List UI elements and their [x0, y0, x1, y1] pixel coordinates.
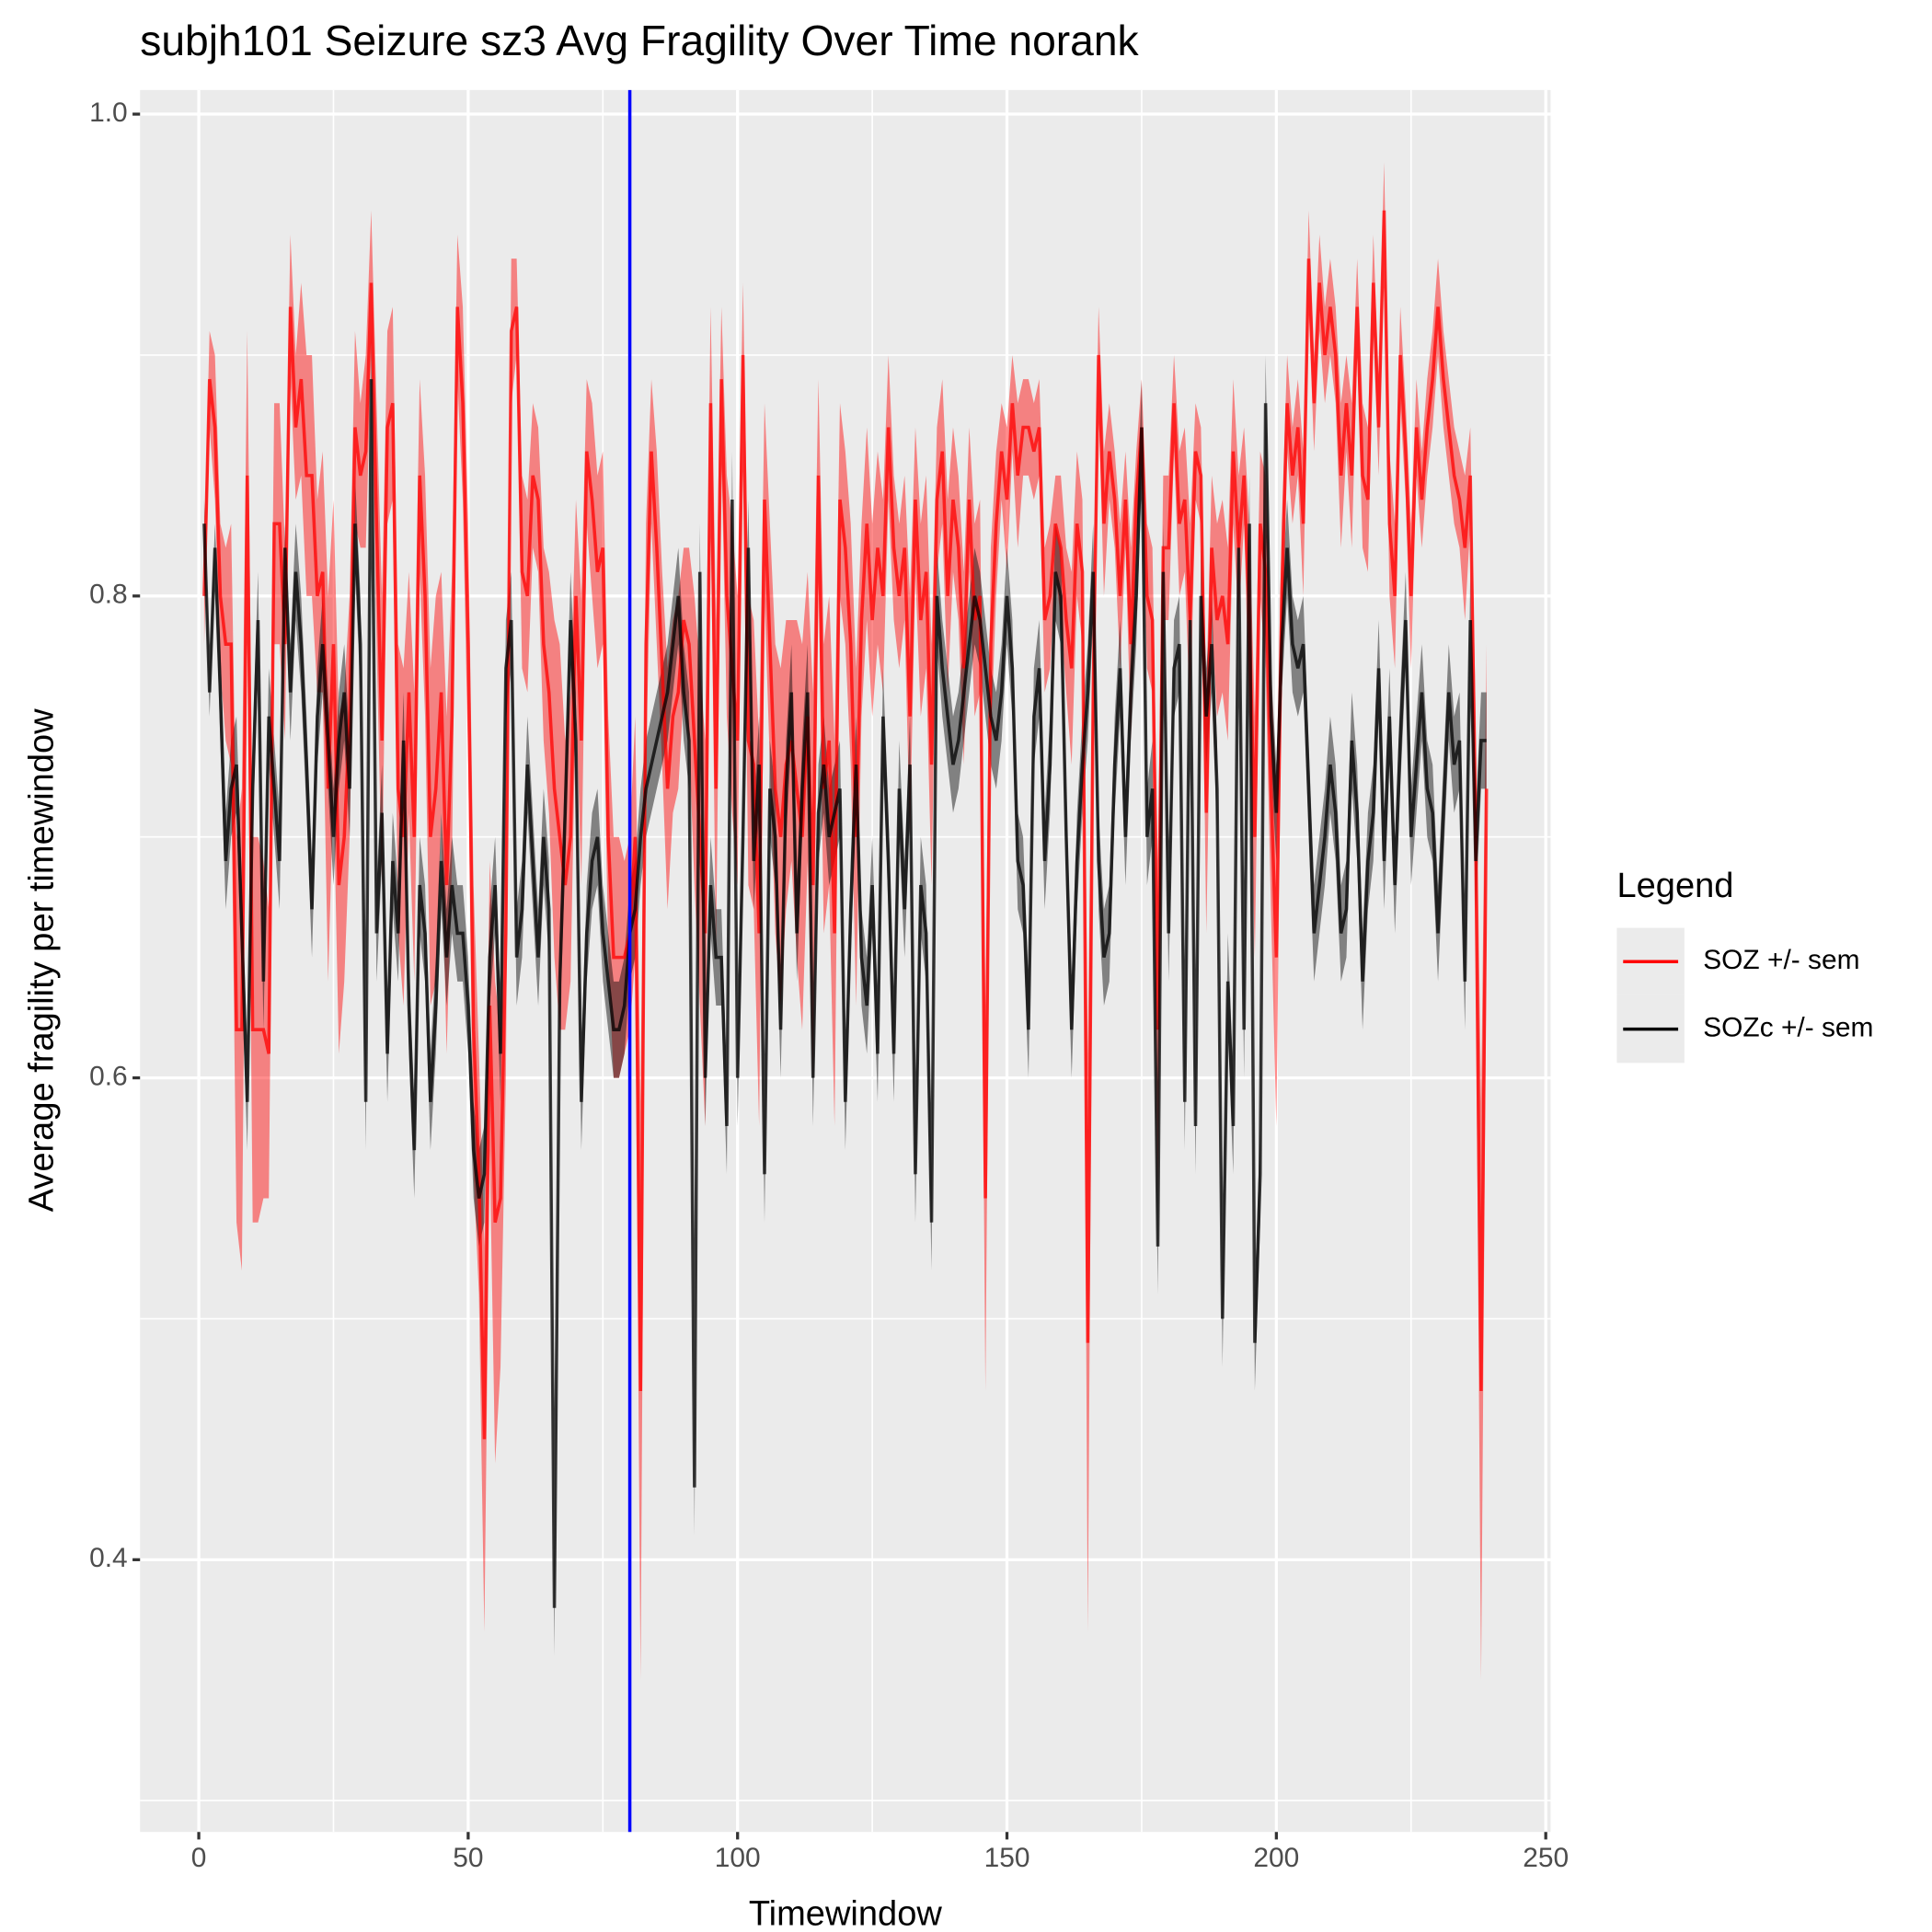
x-tick-label: 50 — [453, 1843, 483, 1873]
plot-panel — [140, 89, 1551, 1833]
legend-title: Legend — [1616, 867, 1733, 905]
x-tick-label: 200 — [1253, 1843, 1299, 1873]
y-tick-label: 0.8 — [89, 580, 128, 610]
y-tick-label: 1.0 — [89, 98, 128, 128]
legend-label: SOZ +/- sem — [1703, 945, 1859, 975]
sem-ribbon — [203, 162, 1487, 1681]
x-axis-label: Timewindow — [749, 1894, 943, 1932]
y-tick-label: 0.4 — [89, 1543, 128, 1573]
x-tick-label: 0 — [191, 1843, 207, 1873]
x-tick-label: 250 — [1523, 1843, 1569, 1873]
series-line — [202, 210, 1489, 1440]
sem-ribbon — [203, 330, 1487, 1657]
y-axis-label: Average fragility per timewindow — [23, 708, 62, 1213]
chart-title: subjh101 Seizure sz3 Avg Fragility Over … — [140, 17, 1139, 64]
legend-label: SOZc +/- sem — [1703, 1013, 1873, 1043]
x-tick-label: 100 — [715, 1843, 761, 1873]
y-tick-label: 0.6 — [89, 1061, 128, 1091]
x-tick-label: 150 — [984, 1843, 1030, 1873]
series-line — [202, 379, 1487, 1608]
